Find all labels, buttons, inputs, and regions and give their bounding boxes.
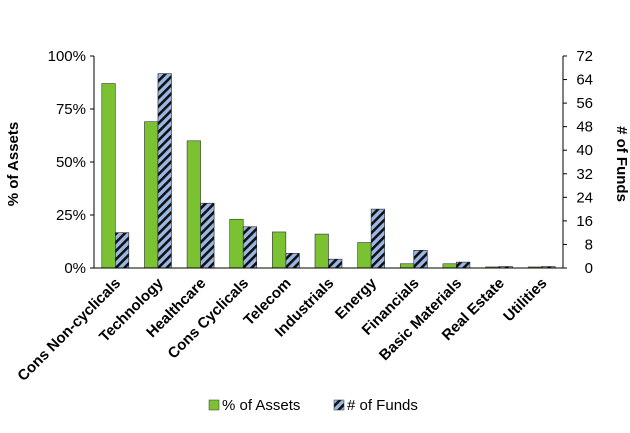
bar-assets: [229, 218, 244, 269]
right-tick-label: 8: [585, 236, 593, 253]
legend: % of Assets # of Funds: [208, 397, 418, 414]
bar-assets: [399, 263, 415, 269]
right-tick-label: 56: [576, 95, 593, 112]
bar-assets: [144, 121, 159, 269]
category-label: Utilities: [500, 275, 550, 325]
right-tick-label: 0: [585, 260, 593, 277]
bar-funds: [285, 252, 300, 269]
left-axis-title: % of Assets: [5, 122, 22, 206]
bar-funds: [200, 202, 215, 269]
bar-assets: [442, 263, 457, 269]
right-axis-ticks: 0 8 16 24 32 40 48 56 64 72: [563, 48, 593, 277]
left-axis-ticks: 0% 25% 50% 75% 100%: [48, 48, 94, 277]
bar-funds: [115, 232, 130, 269]
right-tick-label: 72: [576, 48, 593, 65]
right-tick-label: 32: [576, 166, 593, 183]
bar-funds: [413, 250, 428, 269]
legend-label-assets: % of Assets: [222, 397, 300, 414]
bar-assets: [186, 140, 201, 269]
plot-area: [93, 56, 564, 269]
left-tick-label: 0%: [64, 260, 86, 277]
right-tick-label: 40: [576, 142, 593, 159]
category-labels: Cons Non-cyclicalsTechnologyHealthcareCo…: [14, 274, 550, 384]
right-tick-label: 64: [576, 72, 593, 89]
left-tick-label: 50%: [56, 154, 86, 171]
bar-assets: [101, 83, 116, 269]
bar-assets: [272, 231, 287, 269]
right-axis-title: # of Funds: [613, 126, 630, 202]
bar-funds: [157, 73, 172, 269]
left-tick-label: 100%: [48, 48, 86, 65]
right-tick-label: 48: [576, 119, 593, 136]
legend-swatch-assets: [208, 399, 220, 411]
bar-funds: [242, 226, 258, 269]
bar-funds: [328, 258, 343, 269]
legend-swatch-funds: [333, 399, 345, 411]
bar-funds: [456, 261, 471, 269]
legend-label-funds: # of Funds: [347, 397, 418, 414]
bar-assets: [357, 242, 372, 269]
bar-assets: [314, 233, 329, 269]
right-tick-label: 24: [576, 189, 593, 206]
left-tick-label: 25%: [56, 207, 86, 224]
bar-funds: [370, 208, 385, 269]
left-tick-label: 75%: [56, 101, 86, 118]
right-tick-label: 16: [576, 213, 593, 230]
